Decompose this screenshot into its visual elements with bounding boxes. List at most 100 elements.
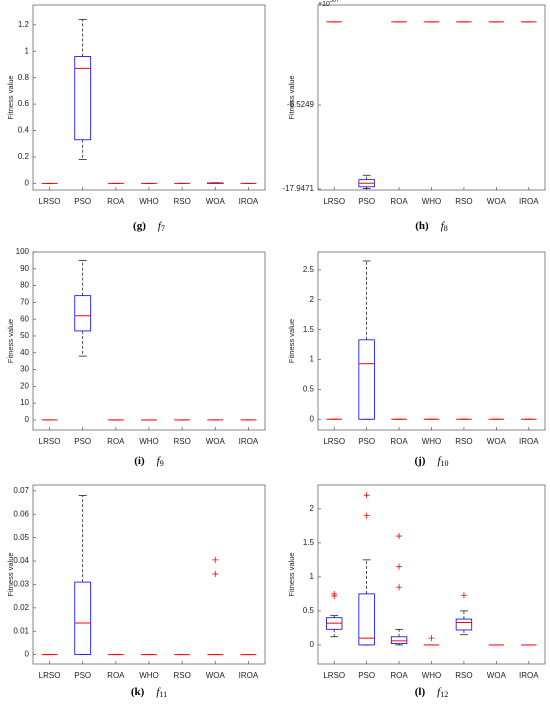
y-tick-label: 0.02: [13, 603, 29, 612]
x-tick-label: RSO: [455, 671, 472, 680]
y-tick-label: -8.5249: [287, 100, 315, 109]
x-tick-label: ROA: [107, 671, 125, 680]
y-tick-label: 2: [310, 295, 315, 304]
y-tick-label: 1.2: [18, 20, 30, 29]
caption-label: (j): [414, 455, 425, 467]
x-tick-label: PSO: [358, 437, 375, 446]
y-axis-label: Fitness value: [287, 75, 296, 119]
y-tick-label: 100: [16, 247, 30, 256]
caption-sub: 10: [441, 459, 449, 468]
y-tick-label: 0.03: [13, 580, 29, 589]
y-tick-label: -17.9471: [282, 184, 314, 193]
box: [74, 295, 92, 332]
outlier: [212, 570, 219, 577]
y-tick-label: 0.8: [18, 73, 30, 82]
x-tick-label: LRSO: [39, 437, 61, 446]
caption: (g) f7: [133, 220, 165, 233]
y-axis-label: Fitness value: [287, 319, 296, 363]
x-tick-label: ROA: [390, 671, 408, 680]
y-tick-label: 0.2: [18, 152, 30, 161]
x-tick-label: ROA: [390, 197, 408, 206]
y-tick-label: 0.5: [303, 384, 315, 393]
x-tick-label: PSO: [74, 671, 91, 680]
caption: (l) f12: [415, 686, 448, 699]
caption: (h) f8: [415, 220, 448, 233]
caption-sub: 11: [159, 690, 167, 699]
box: [358, 339, 375, 420]
box: [455, 618, 473, 631]
plot-frame: [32, 251, 266, 431]
y-tick-label: 2.5: [303, 265, 315, 274]
caption-func: f: [157, 455, 162, 467]
y-tick-label: 70: [20, 297, 29, 306]
caption-label: (g): [133, 220, 146, 232]
x-tick-label: ROA: [107, 197, 125, 206]
x-tick-label: IROA: [239, 437, 259, 446]
outlier: [363, 492, 370, 499]
x-tick-label: IROA: [239, 671, 259, 680]
caption: (k) f11: [131, 686, 167, 699]
outlier: [363, 512, 370, 519]
y-tick-label: 0: [25, 415, 30, 424]
x-tick-label: WOA: [206, 437, 226, 446]
caption-func: f: [437, 455, 442, 467]
x-tick-label: ROA: [107, 437, 125, 446]
box: [358, 593, 375, 646]
x-tick-label: WHO: [422, 671, 442, 680]
y-tick-label: 2: [310, 504, 315, 513]
x-tick-label: LRSO: [39, 197, 61, 206]
x-tick-label: WOA: [487, 671, 507, 680]
x-tick-label: PSO: [358, 197, 375, 206]
y-axis-label: Fitness value: [6, 75, 15, 119]
y-tick-label: 0.5: [303, 606, 315, 615]
y-tick-label: 50: [20, 331, 29, 340]
y-tick-label: 0.04: [13, 556, 29, 565]
x-tick-label: WHO: [422, 197, 442, 206]
y-multiplier: ×10307: [318, 0, 339, 8]
box: [74, 56, 92, 141]
outlier: [460, 592, 467, 599]
outlier: [396, 584, 403, 591]
caption-func: f: [441, 220, 446, 232]
x-tick-label: WHO: [139, 671, 159, 680]
x-tick-label: PSO: [74, 437, 91, 446]
caption-sub: 12: [440, 690, 448, 699]
x-tick-label: LRSO: [323, 437, 345, 446]
x-tick-label: IROA: [519, 671, 539, 680]
y-tick-label: 20: [20, 381, 29, 390]
x-tick-label: RSO: [173, 437, 190, 446]
y-tick-label: 1: [310, 355, 315, 364]
caption: (j) f10: [414, 455, 448, 468]
y-tick-label: 0: [25, 179, 30, 188]
y-tick-label: 0.6: [18, 99, 30, 108]
caption-func: f: [158, 220, 163, 232]
x-tick-label: RSO: [173, 197, 190, 206]
x-tick-label: WOA: [487, 197, 507, 206]
caption-sub: 7: [161, 224, 165, 233]
x-tick-label: WOA: [206, 671, 226, 680]
exponent: 307: [330, 0, 339, 4]
x-tick-label: PSO: [74, 197, 91, 206]
outlier: [212, 556, 219, 563]
x-tick-label: IROA: [239, 197, 259, 206]
x-tick-label: WHO: [422, 437, 442, 446]
plot-frame: [32, 484, 266, 665]
plot-frame: [32, 4, 266, 191]
plot-frame: [317, 484, 546, 665]
x-tick-label: WOA: [206, 197, 226, 206]
caption-func: f: [156, 686, 161, 698]
x-tick-label: WOA: [487, 437, 507, 446]
y-axis-label: Fitness value: [287, 552, 296, 596]
caption: (i) f9: [134, 455, 163, 468]
y-axis-label: Fitness value: [6, 552, 15, 596]
y-tick-label: 60: [20, 314, 29, 323]
caption-sub: 8: [444, 224, 448, 233]
y-tick-label: 10: [20, 398, 29, 407]
x-tick-label: RSO: [173, 671, 190, 680]
y-tick-label: 1: [25, 46, 30, 55]
outlier: [396, 563, 403, 570]
outlier: [428, 635, 435, 642]
outlier: [331, 590, 338, 597]
